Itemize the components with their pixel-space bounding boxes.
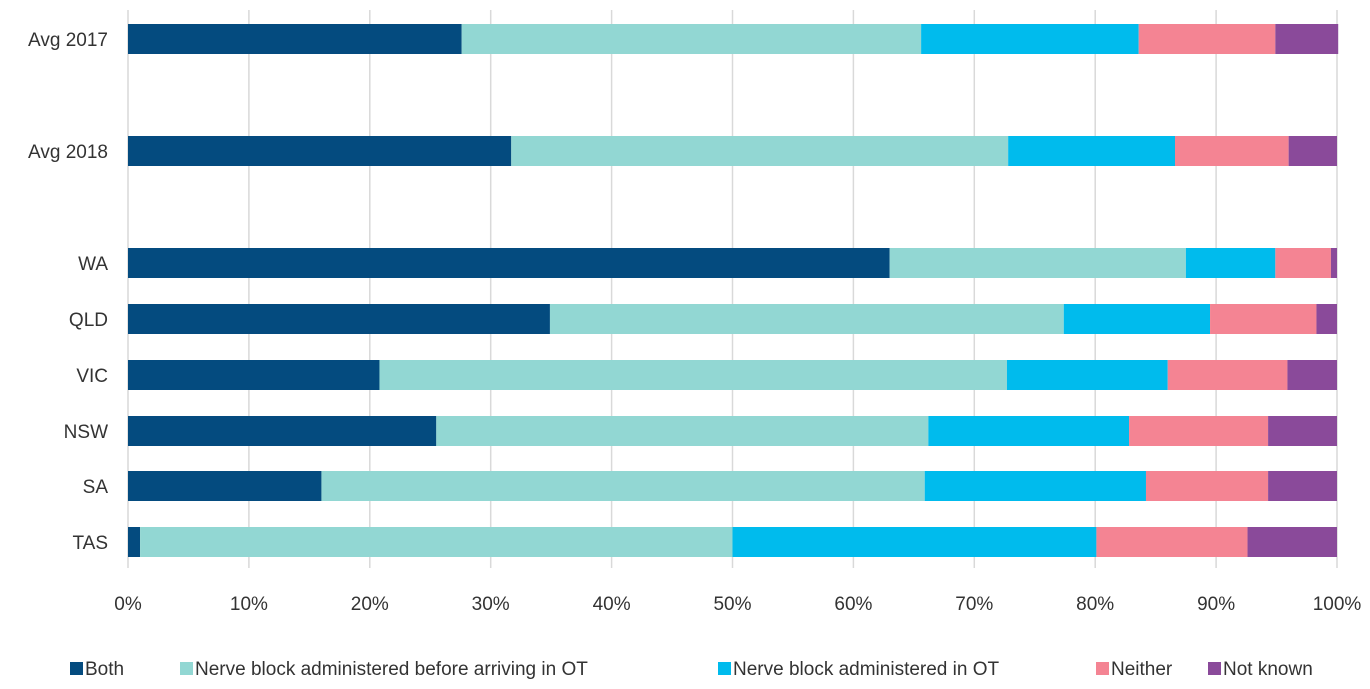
bar-qld-both [128, 304, 550, 334]
bar-wa-both [128, 248, 890, 278]
bar-wa-not-known [1331, 248, 1337, 278]
legend-label-nerve-block-administered-in-ot: Nerve block administered in OT [733, 659, 999, 680]
x-tick-label-30: 30% [472, 594, 510, 615]
y-label-nsw: NSW [64, 422, 108, 443]
legend: Both Nerve block administered before arri… [70, 659, 1313, 680]
bar-wa-nerve-block-administered-before-arriving-in-ot [890, 248, 1186, 278]
legend-swatch-nerve-block-administered-before-arriving-in-ot [180, 662, 193, 675]
y-label-avg-2017: Avg 2017 [28, 30, 108, 51]
y-label-wa: WA [78, 254, 108, 275]
legend-swatch-both [70, 662, 83, 675]
x-tick-label-40: 40% [593, 594, 631, 615]
bar-vic-both [128, 360, 379, 390]
y-label-qld: QLD [69, 310, 108, 331]
bar-sa-both [128, 471, 321, 501]
y-label-avg-2018: Avg 2018 [28, 142, 108, 163]
y-label-sa: SA [83, 477, 109, 498]
bar-qld-nerve-block-administered-in-ot [1064, 304, 1210, 334]
bar-avg-2018-nerve-block-administered-before-arriving-in-ot [511, 136, 1008, 166]
bar-nsw-not-known [1268, 416, 1337, 446]
bar-avg-2017-neither [1139, 24, 1276, 54]
y-label-vic: VIC [76, 366, 108, 387]
bar-avg-2017-nerve-block-administered-in-ot [921, 24, 1139, 54]
bar-avg-2018-both [128, 136, 511, 166]
bar-avg-2017-not-known [1275, 24, 1338, 54]
bar-wa-neither [1275, 248, 1331, 278]
bar-vic-neither [1168, 360, 1288, 390]
bar-qld-neither [1210, 304, 1316, 334]
bar-nsw-both [128, 416, 436, 446]
bar-qld-nerve-block-administered-before-arriving-in-ot [550, 304, 1064, 334]
x-tick-label-20: 20% [351, 594, 389, 615]
bar-vic-nerve-block-administered-in-ot [1007, 360, 1168, 390]
bar-vic-not-known [1287, 360, 1337, 390]
bar-sa-neither [1146, 471, 1268, 501]
legend-label-not-known: Not known [1223, 659, 1313, 680]
x-tick-label-60: 60% [834, 594, 872, 615]
bar-nsw-nerve-block-administered-before-arriving-in-ot [436, 416, 928, 446]
bar-qld-not-known [1316, 304, 1337, 334]
bar-sa-nerve-block-administered-before-arriving-in-ot [321, 471, 924, 501]
bar-avg-2017-both [128, 24, 462, 54]
bar-tas-not-known [1248, 527, 1337, 557]
bar-nsw-nerve-block-administered-in-ot [928, 416, 1129, 446]
x-tick-label-0: 0% [114, 594, 142, 615]
bar-sa-nerve-block-administered-in-ot [925, 471, 1146, 501]
x-tick-label-70: 70% [955, 594, 993, 615]
x-tick-label-50: 50% [713, 594, 751, 615]
bar-tas-both [128, 527, 140, 557]
bar-sa-not-known [1268, 471, 1337, 501]
bar-avg-2018-nerve-block-administered-in-ot [1008, 136, 1175, 166]
bar-avg-2018-neither [1175, 136, 1289, 166]
x-tick-label-90: 90% [1197, 594, 1235, 615]
bar-vic-nerve-block-administered-before-arriving-in-ot [379, 360, 1006, 390]
x-tick-label-10: 10% [230, 594, 268, 615]
legend-swatch-nerve-block-administered-in-ot [718, 662, 731, 675]
bar-tas-neither [1096, 527, 1247, 557]
bar-tas-nerve-block-administered-in-ot [733, 527, 1097, 557]
x-tick-label-100: 100% [1313, 594, 1362, 615]
y-label-tas: TAS [72, 533, 108, 554]
bar-tas-nerve-block-administered-before-arriving-in-ot [140, 527, 732, 557]
legend-label-nerve-block-administered-before-arriving-in-ot: Nerve block administered before arriving… [195, 659, 588, 680]
x-tick-label-80: 80% [1076, 594, 1114, 615]
legend-label-neither: Neither [1111, 659, 1173, 680]
bar-avg-2018-not-known [1289, 136, 1337, 166]
bar-avg-2017-nerve-block-administered-before-arriving-in-ot [462, 24, 921, 54]
legend-swatch-neither [1096, 662, 1109, 675]
bar-nsw-neither [1129, 416, 1268, 446]
x-axis-tick-labels: 0% 10% 20% 30% 40% 50% 60% 70% 80% 90% 100% [114, 594, 1361, 615]
legend-swatch-not-known [1208, 662, 1221, 675]
y-axis-labels: Avg 2017 Avg 2018 WA QLD VIC NSW SA TAS [28, 30, 108, 554]
legend-label-both: Both [85, 659, 124, 680]
bar-wa-nerve-block-administered-in-ot [1186, 248, 1275, 278]
